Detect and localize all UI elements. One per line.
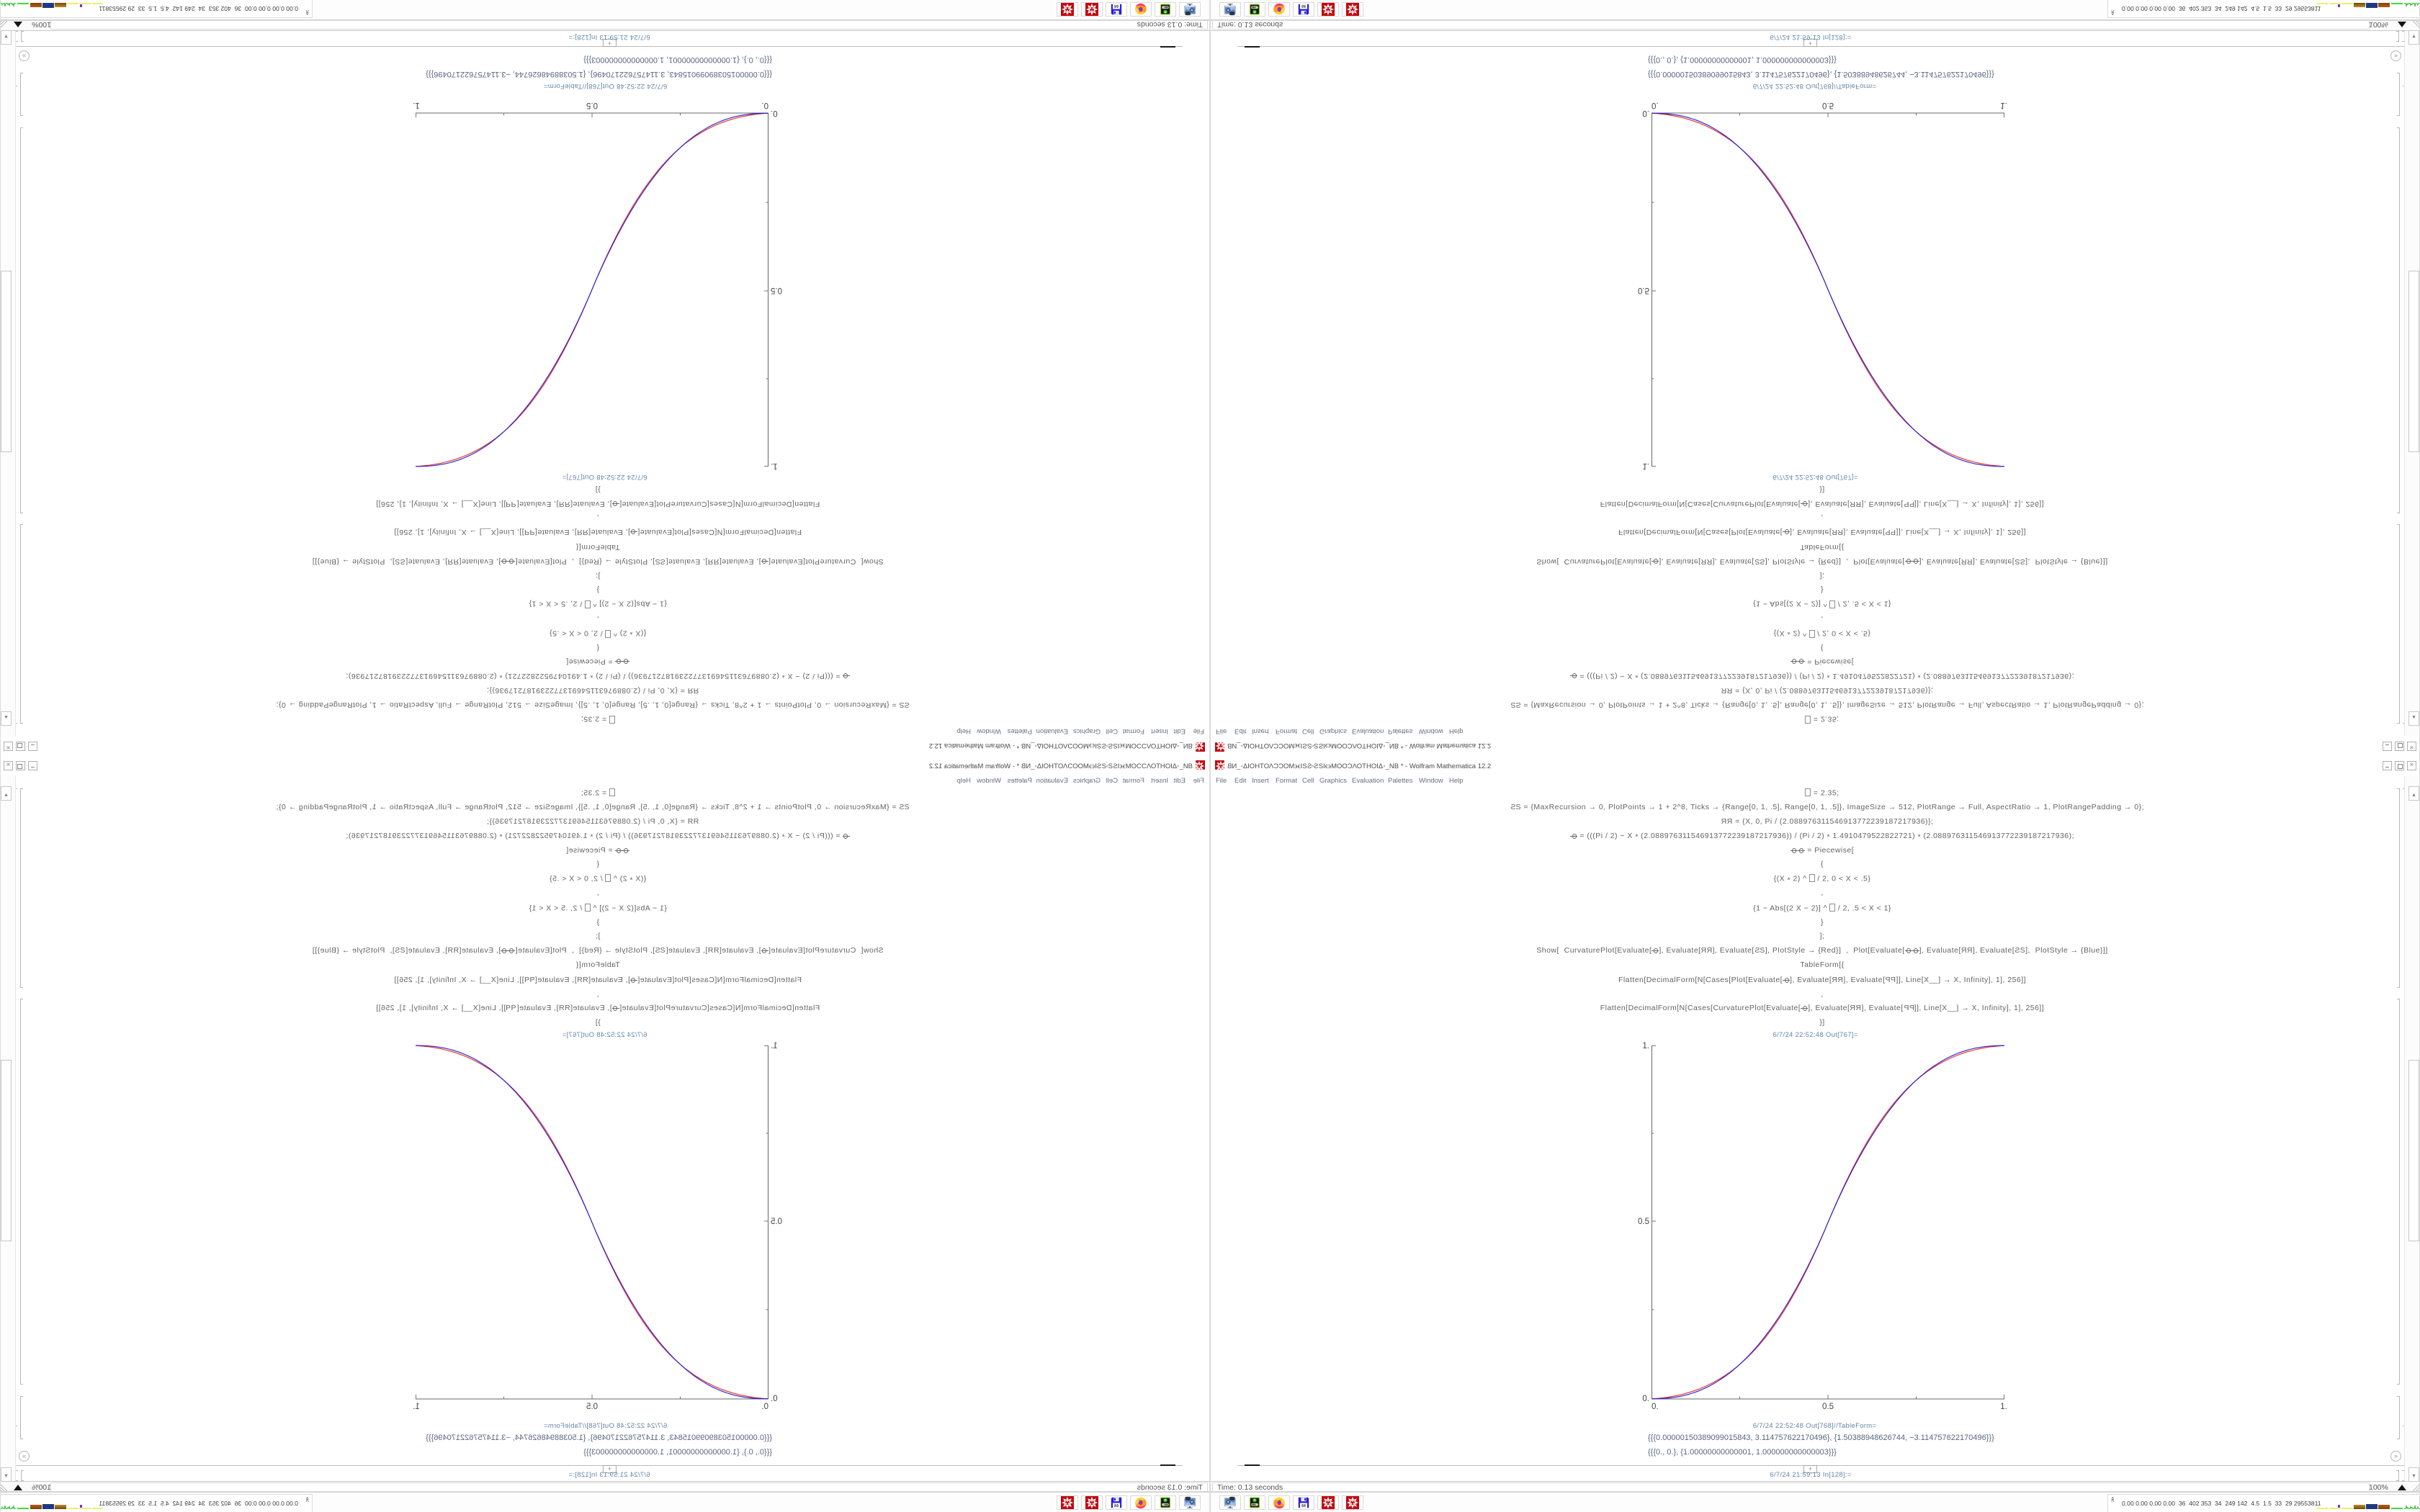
svg-text:0.5: 0.5 xyxy=(771,286,782,294)
svg-text:1.: 1. xyxy=(413,1403,420,1411)
svg-text:1.: 1. xyxy=(2000,101,2007,109)
svg-text:0.5: 0.5 xyxy=(1822,101,1834,109)
svg-text:0.: 0. xyxy=(761,101,768,109)
svg-text:64: 64 xyxy=(1114,4,1119,8)
svg-text:1.: 1. xyxy=(771,462,778,470)
svg-text:1.: 1. xyxy=(1642,462,1649,470)
svg-text:1.: 1. xyxy=(771,1042,778,1050)
svg-text:0.5: 0.5 xyxy=(1638,286,1649,294)
svg-text:0.: 0. xyxy=(1652,101,1659,109)
svg-text:64: 64 xyxy=(1301,1504,1306,1508)
svg-text:1.: 1. xyxy=(1642,1042,1649,1050)
svg-text:0.: 0. xyxy=(761,1403,768,1411)
svg-text:0.: 0. xyxy=(1652,1403,1659,1411)
svg-text:64: 64 xyxy=(1301,4,1306,8)
svg-text:1.: 1. xyxy=(2000,1403,2007,1411)
svg-text:0.5: 0.5 xyxy=(1822,1403,1834,1411)
svg-text:0.: 0. xyxy=(771,109,778,117)
svg-text:0.5: 0.5 xyxy=(586,1403,598,1411)
svg-text:0.: 0. xyxy=(1642,1395,1649,1403)
svg-text:0.: 0. xyxy=(771,1395,778,1403)
svg-text:0.: 0. xyxy=(1642,109,1649,117)
svg-text:0.5: 0.5 xyxy=(771,1218,782,1226)
svg-text:1.: 1. xyxy=(413,101,420,109)
svg-text:0.5: 0.5 xyxy=(586,101,598,109)
svg-text:0.5: 0.5 xyxy=(1638,1218,1649,1226)
svg-text:64: 64 xyxy=(1114,1504,1119,1508)
